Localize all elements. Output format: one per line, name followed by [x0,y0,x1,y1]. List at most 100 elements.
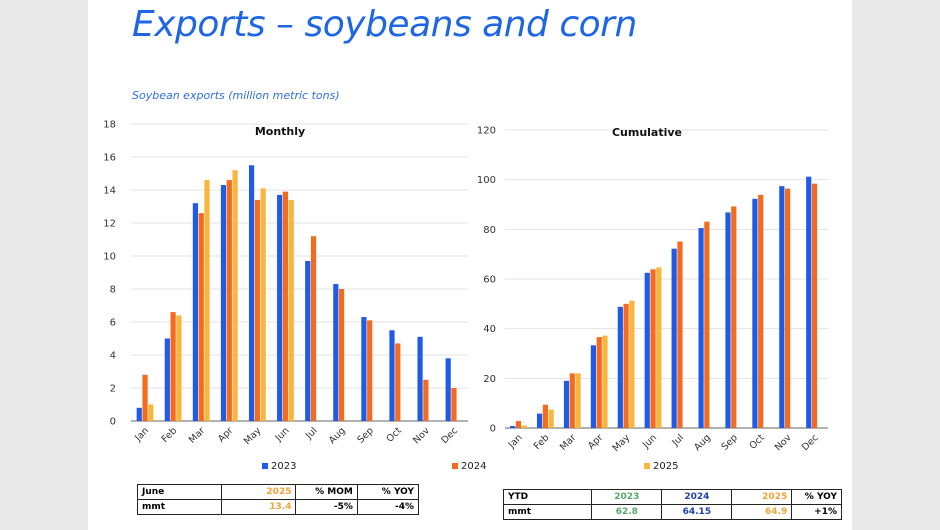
x-tick-label: Aug [692,432,713,453]
x-tick-label: May [611,432,633,454]
y-tick-label: 14 [103,186,116,197]
x-tick-label: Oct [385,425,405,445]
table-cell: 62.8 [591,504,663,520]
table-cell: 2025 [731,489,793,505]
x-tick-label: Jun [273,425,292,444]
bar-2025 [521,425,527,428]
y-tick-label: 18 [103,120,116,131]
bar-2025 [204,180,210,421]
slide-background [88,0,852,530]
bar-2024 [395,343,401,421]
bar-2024 [704,221,710,428]
table-row: mmt 62.8 64.15 64.9 +1% [502,504,842,520]
x-tick-label: Dec [439,425,460,446]
bar-2023 [644,272,650,428]
y-tick-label: 8 [110,285,116,296]
legend-label: 2023 [271,461,296,472]
bar-2025 [260,188,266,421]
y-tick-label: 80 [483,225,496,236]
y-tick-label: 2 [110,384,116,395]
table-cell: YTD [502,489,593,505]
table-cell: -4% [356,499,420,515]
x-tick-label: Sep [355,425,375,445]
table-cell: mmt [502,504,593,520]
legend-label: 2025 [653,461,678,472]
table-cell: 2023 [591,489,663,505]
bar-2025 [232,170,238,421]
page-title: Exports – soybeans and corn [132,4,637,45]
x-tick-label: Feb [160,425,180,445]
y-tick-label: 20 [483,374,496,385]
x-tick-label: Feb [532,432,552,452]
x-tick-label: May [242,425,264,447]
bar-2024 [367,320,373,421]
bar-2025 [656,267,662,428]
y-tick-label: 40 [483,324,496,335]
table-cell: 64.9 [731,504,793,520]
x-tick-label: Apr [216,425,235,444]
bar-2023 [164,338,170,421]
bar-2023 [536,413,543,428]
bar-2025 [148,404,154,421]
bar-2023 [510,426,516,428]
bar-2024 [451,388,457,421]
table-cell: % MOM [295,484,358,500]
table-cell: % YOY [791,489,842,505]
bar-2023 [136,407,142,421]
bar-2024 [310,236,317,421]
bar-2023 [361,317,367,421]
bar-2024 [785,188,791,428]
x-tick-label: Oct [747,432,767,452]
bar-2023 [725,212,731,428]
chart-title: Monthly [255,125,305,138]
bar-2024 [596,337,602,428]
bar-2024 [731,206,737,428]
bar-2023 [192,203,199,421]
bar-2023 [417,336,423,421]
table-row: YTD 2023 2024 2025 % YOY [502,489,842,505]
table-cell: -5% [295,499,358,515]
x-tick-label: Aug [327,425,348,446]
bar-2023 [617,306,623,428]
x-tick-label: Mar [187,425,208,446]
bar-2024 [677,241,683,428]
june-summary-table: June 2025 % MOM % YOY mmt 13.4 -5% -4% [137,484,420,515]
bar-2023 [220,185,227,421]
x-tick-label: Nov [411,425,432,446]
table-row: June 2025 % MOM % YOY [137,484,420,500]
chart-subtitle: Soybean exports (million metric tons) [132,89,340,102]
x-tick-label: Apr [586,432,605,451]
bar-2024 [198,213,204,421]
bar-2024 [811,183,818,428]
y-tick-label: 0 [110,417,116,428]
y-tick-label: 120 [477,126,496,137]
bar-2025 [575,373,581,428]
x-tick-label: Jul [669,432,686,449]
bar-2025 [176,315,182,421]
table-cell: June [137,484,222,500]
table-cell: mmt [137,499,222,515]
table-cell: +1% [791,504,842,520]
bar-2023 [806,176,812,428]
x-tick-label: Jan [132,425,151,444]
x-tick-label: Sep [719,432,739,452]
y-tick-label: 6 [110,318,116,329]
y-tick-label: 0 [490,424,496,435]
legend-swatch [644,463,650,469]
bar-2024 [758,194,764,428]
y-tick-label: 10 [103,252,116,263]
bar-2024 [170,312,176,421]
bar-2023 [779,186,785,428]
bar-2024 [569,373,575,428]
bar-2023 [671,248,677,428]
bar-2023 [333,284,339,421]
y-tick-label: 4 [110,351,116,362]
y-tick-label: 16 [103,153,116,164]
bar-2024 [623,303,629,428]
bar-2024 [650,269,656,428]
x-tick-label: Jun [640,432,659,451]
bar-2024 [423,379,429,421]
legend-swatch [262,463,268,469]
x-tick-label: Mar [558,432,579,453]
